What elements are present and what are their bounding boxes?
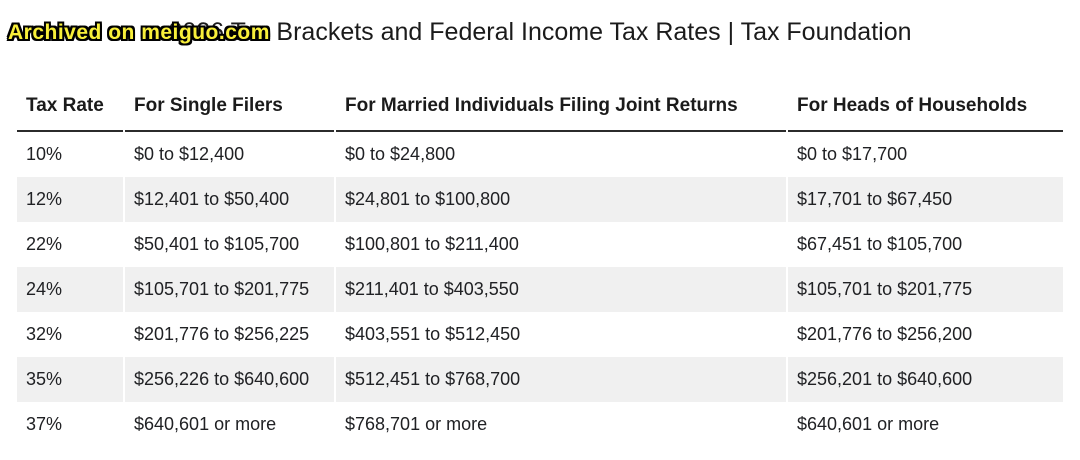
table-row: 32% $201,776 to $256,225 $403,551 to $51…	[17, 312, 1063, 357]
table-row: 10% $0 to $12,400 $0 to $24,800 $0 to $1…	[17, 132, 1063, 177]
page-title: 2026 Tax Brackets and Federal Income Tax…	[168, 18, 912, 46]
archive-watermark: Archived on meiguo.com	[8, 21, 270, 44]
single-filers-cell: $201,776 to $256,225	[125, 312, 334, 357]
single-filers-cell: $12,401 to $50,400	[125, 177, 334, 222]
heads-household-cell: $105,701 to $201,775	[788, 267, 1063, 312]
married-joint-cell: $403,551 to $512,450	[336, 312, 786, 357]
married-joint-cell: $24,801 to $100,800	[336, 177, 786, 222]
married-joint-cell: $0 to $24,800	[336, 132, 786, 177]
heads-household-cell: $67,451 to $105,700	[788, 222, 1063, 267]
married-joint-cell: $100,801 to $211,400	[336, 222, 786, 267]
table-row: 12% $12,401 to $50,400 $24,801 to $100,8…	[17, 177, 1063, 222]
single-filers-cell: $0 to $12,400	[125, 132, 334, 177]
heads-household-cell: $640,601 or more	[788, 402, 1063, 447]
heads-household-cell: $201,776 to $256,200	[788, 312, 1063, 357]
single-filers-cell: $50,401 to $105,700	[125, 222, 334, 267]
tax-rate-cell: 12%	[17, 177, 123, 222]
heads-household-cell: $17,701 to $67,450	[788, 177, 1063, 222]
tax-rate-cell: 37%	[17, 402, 123, 447]
married-joint-cell: $211,401 to $403,550	[336, 267, 786, 312]
table-row: 35% $256,226 to $640,600 $512,451 to $76…	[17, 357, 1063, 402]
tax-rate-cell: 24%	[17, 267, 123, 312]
tax-rate-cell: 10%	[17, 132, 123, 177]
column-header-tax-rate: Tax Rate	[17, 87, 123, 132]
heads-household-cell: $0 to $17,700	[788, 132, 1063, 177]
column-header-heads-of-households: For Heads of Households	[788, 87, 1063, 132]
single-filers-cell: $640,601 or more	[125, 402, 334, 447]
tax-brackets-table: Tax Rate For Single Filers For Married I…	[15, 87, 1065, 447]
column-header-married-joint: For Married Individuals Filing Joint Ret…	[336, 87, 786, 132]
heads-household-cell: $256,201 to $640,600	[788, 357, 1063, 402]
married-joint-cell: $512,451 to $768,700	[336, 357, 786, 402]
table-row: 24% $105,701 to $201,775 $211,401 to $40…	[17, 267, 1063, 312]
table-row: 37% $640,601 or more $768,701 or more $6…	[17, 402, 1063, 447]
column-header-single-filers: For Single Filers	[125, 87, 334, 132]
single-filers-cell: $256,226 to $640,600	[125, 357, 334, 402]
table-header-row: Tax Rate For Single Filers For Married I…	[17, 87, 1063, 132]
tax-rate-cell: 32%	[17, 312, 123, 357]
tax-rate-cell: 22%	[17, 222, 123, 267]
table-row: 22% $50,401 to $105,700 $100,801 to $211…	[17, 222, 1063, 267]
tax-rate-cell: 35%	[17, 357, 123, 402]
single-filers-cell: $105,701 to $201,775	[125, 267, 334, 312]
married-joint-cell: $768,701 or more	[336, 402, 786, 447]
